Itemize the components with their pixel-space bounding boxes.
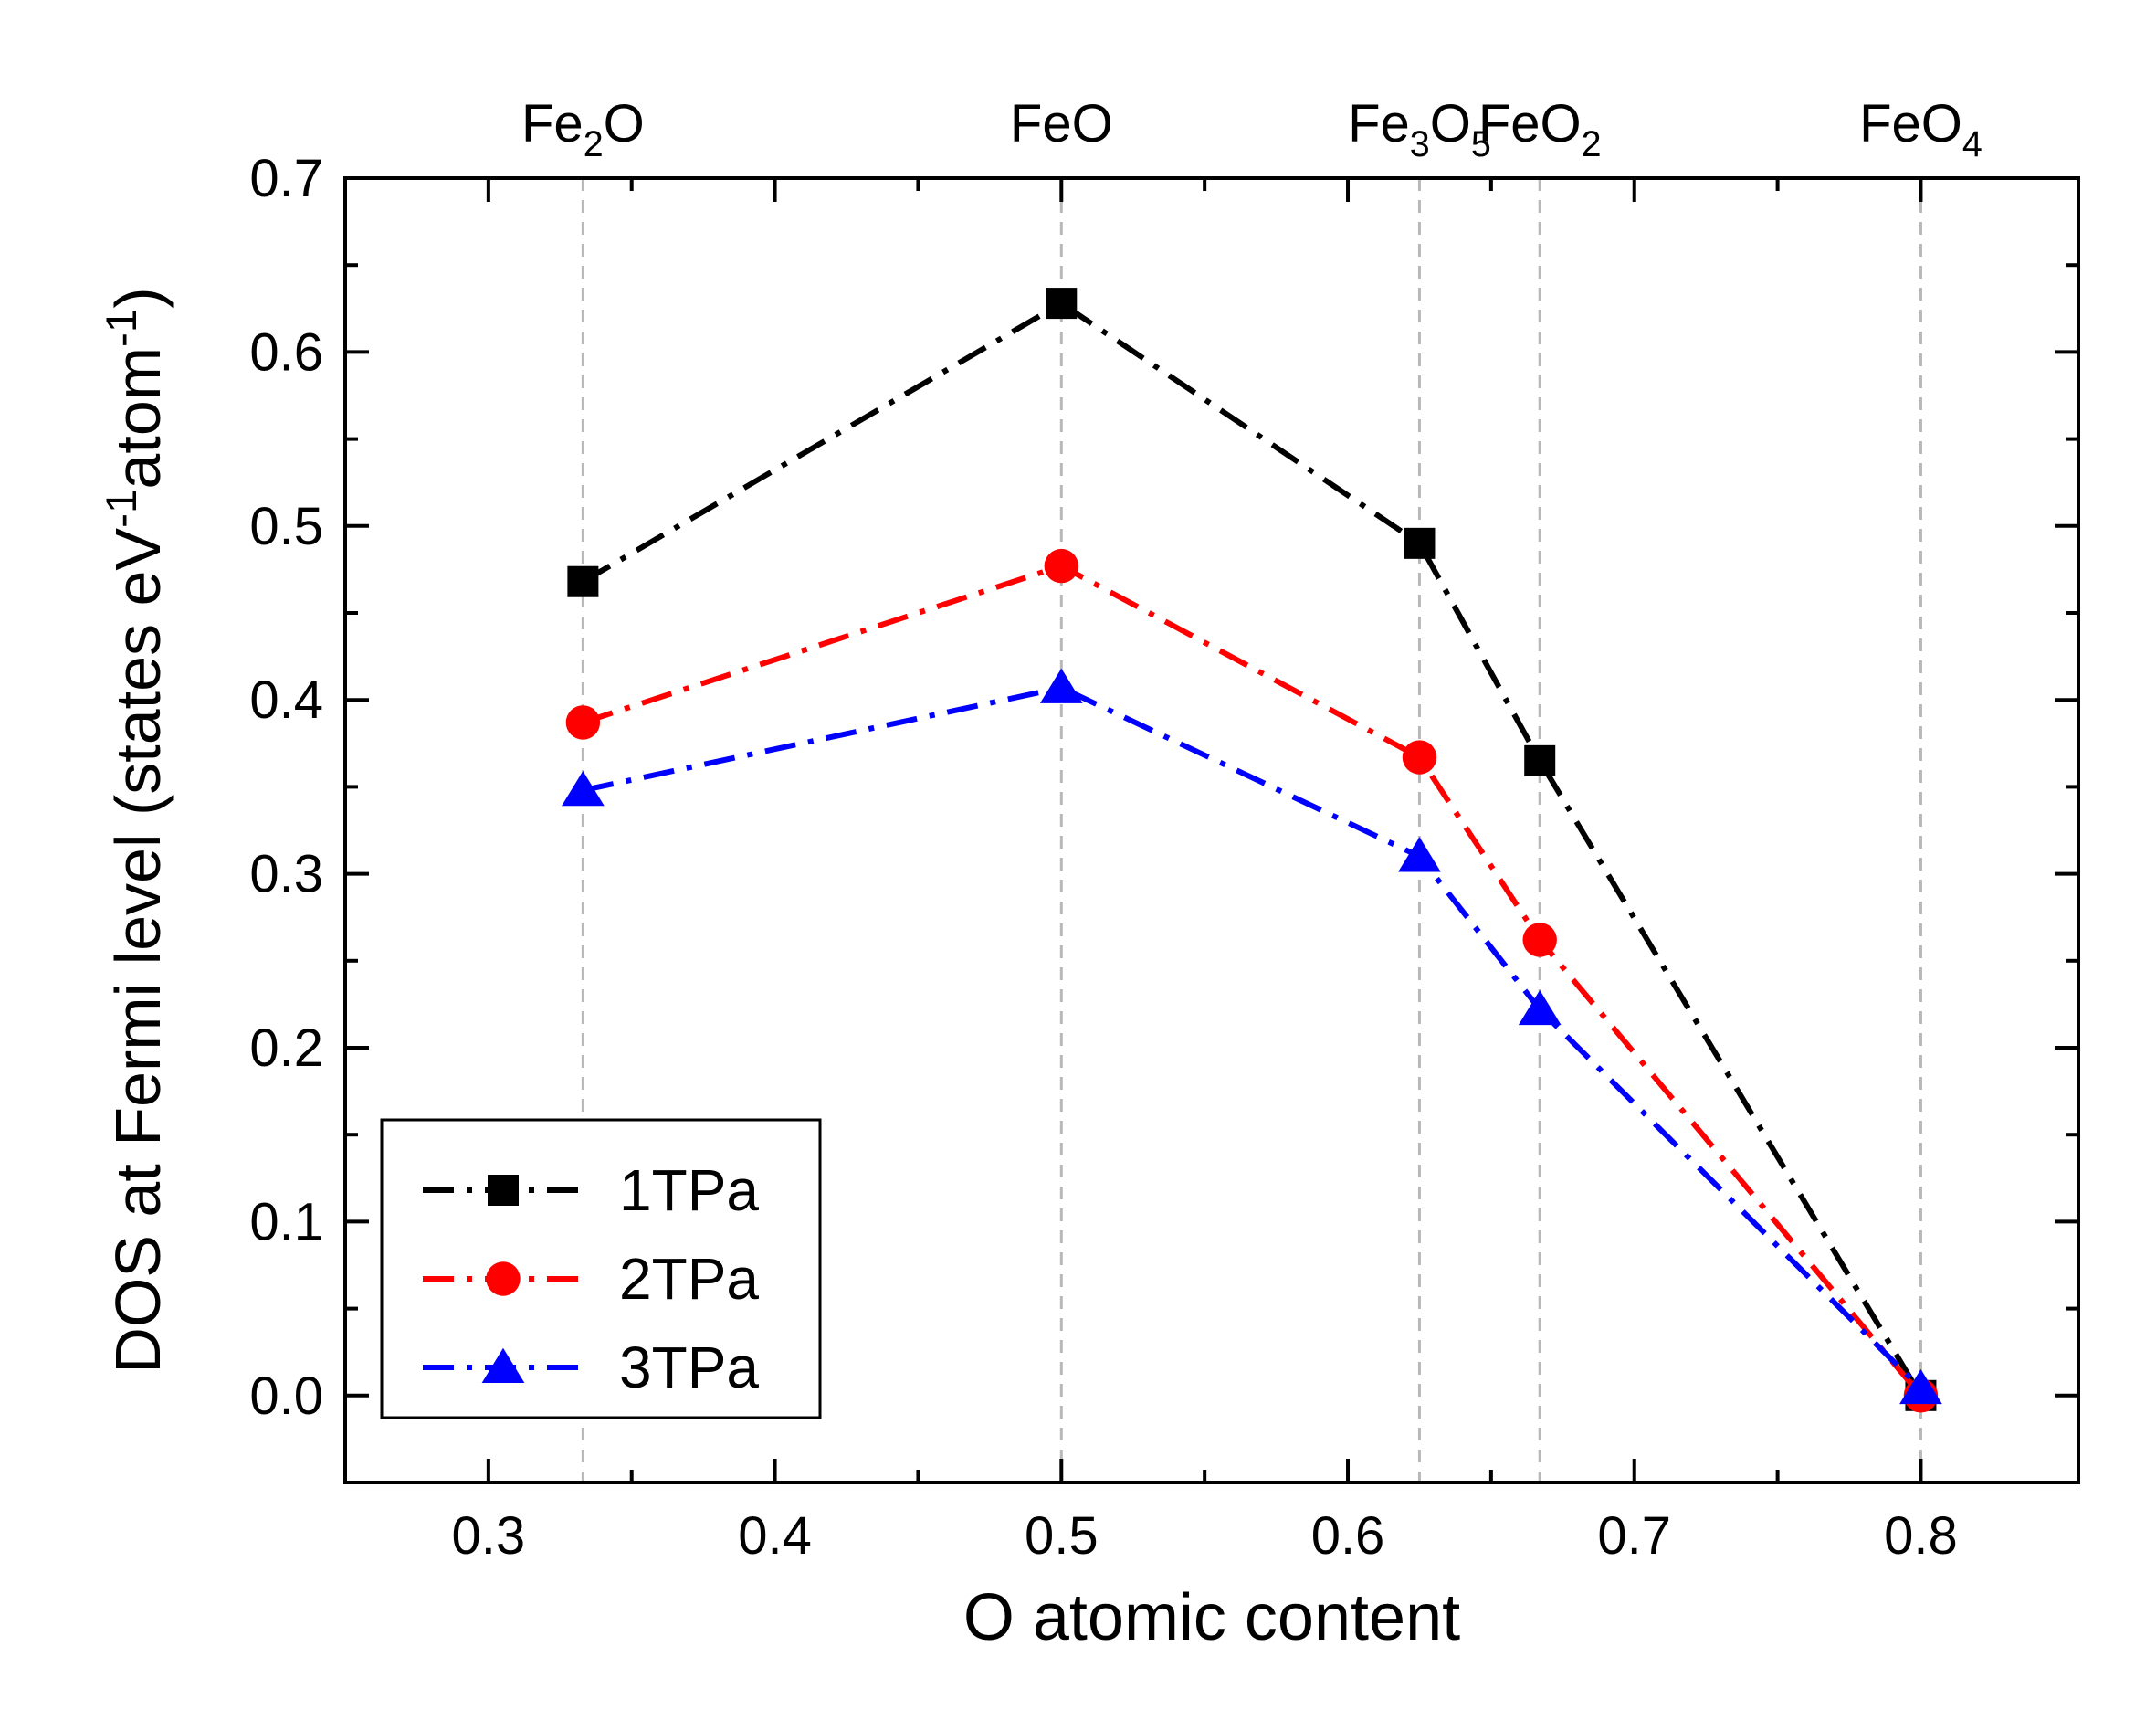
legend: 1TPa 2TPa 3TPa [380, 1118, 822, 1419]
data-point-3TPa [1518, 989, 1562, 1026]
legend-marker-1TPa [488, 1175, 519, 1206]
subscript: 4 [1962, 124, 1982, 164]
y-tick-label: 0.5 [249, 497, 323, 556]
subscript: 5 [1471, 124, 1491, 164]
text-run: Fe [521, 94, 584, 153]
y-axis-label: DOS at Fermi level (states eV-1atom-1) [98, 287, 174, 1373]
text-run: O [1430, 94, 1471, 153]
legend-label: 2TPa [619, 1246, 759, 1312]
superscript: -1 [98, 490, 146, 528]
legend-label: 3TPa [619, 1335, 759, 1400]
text-run: FeO [1010, 94, 1113, 153]
y-tick-label: 0.3 [249, 845, 323, 904]
y-tick-label: 0.6 [249, 322, 323, 382]
compound-label: Fe3O5 [1348, 94, 1491, 164]
text-run: atom [102, 347, 174, 490]
y-tick-label: 0.4 [249, 670, 323, 730]
data-point-3TPa [562, 770, 605, 807]
legend-marker-3TPa [481, 1347, 525, 1383]
series-layer [562, 288, 1942, 1413]
data-point-1TPa [567, 565, 599, 597]
data-point-1TPa [1404, 527, 1436, 559]
x-tick-label: 0.6 [1311, 1506, 1385, 1566]
data-point-1TPa [1046, 288, 1078, 320]
plot-frame [343, 176, 2080, 1484]
x-tick-label: 0.7 [1597, 1506, 1671, 1566]
x-axis-label: O atomic content [963, 1581, 1460, 1654]
data-point-2TPa [565, 705, 601, 740]
legend-box [380, 1118, 822, 1419]
compound-label: FeO [1010, 94, 1113, 153]
y-tick-label: 0.1 [249, 1192, 323, 1251]
series-line-2TPa [582, 563, 1923, 1398]
compound-label: FeO4 [1859, 94, 1982, 164]
data-point-2TPa [1402, 740, 1437, 775]
subscript: 2 [584, 124, 604, 164]
data-point-1TPa [1524, 744, 1556, 776]
text-run: DOS at Fermi level (states eV [102, 528, 174, 1374]
text-run: ) [102, 287, 174, 308]
y-tick-label: 0.2 [249, 1018, 323, 1078]
x-tick-label: 0.3 [452, 1506, 526, 1566]
data-point-3TPa [1039, 668, 1083, 703]
compound-label: Fe2O [521, 94, 645, 164]
superscript: -1 [98, 309, 146, 347]
legend-marker-2TPa [486, 1261, 521, 1296]
x-tick-label: 0.8 [1884, 1506, 1958, 1566]
x-tick-label: 0.5 [1025, 1506, 1099, 1566]
legend-label: 1TPa [619, 1157, 759, 1223]
data-point-2TPa [1522, 923, 1557, 957]
text-run: Fe [1348, 94, 1410, 153]
x-tick-label: 0.4 [738, 1506, 812, 1566]
y-tick-label: 0.7 [249, 149, 323, 208]
text-run: O [604, 94, 645, 153]
data-point-3TPa [1398, 837, 1441, 872]
data-point-2TPa [1044, 548, 1078, 584]
subscript: 2 [1582, 124, 1602, 164]
subscript: 3 [1410, 124, 1430, 164]
compound-label: FeO2 [1478, 94, 1602, 164]
data-point-3TPa [1899, 1368, 1942, 1405]
text-run: FeO [1859, 94, 1962, 153]
text-run: FeO [1478, 94, 1582, 153]
y-tick-label: 0.0 [249, 1367, 323, 1426]
